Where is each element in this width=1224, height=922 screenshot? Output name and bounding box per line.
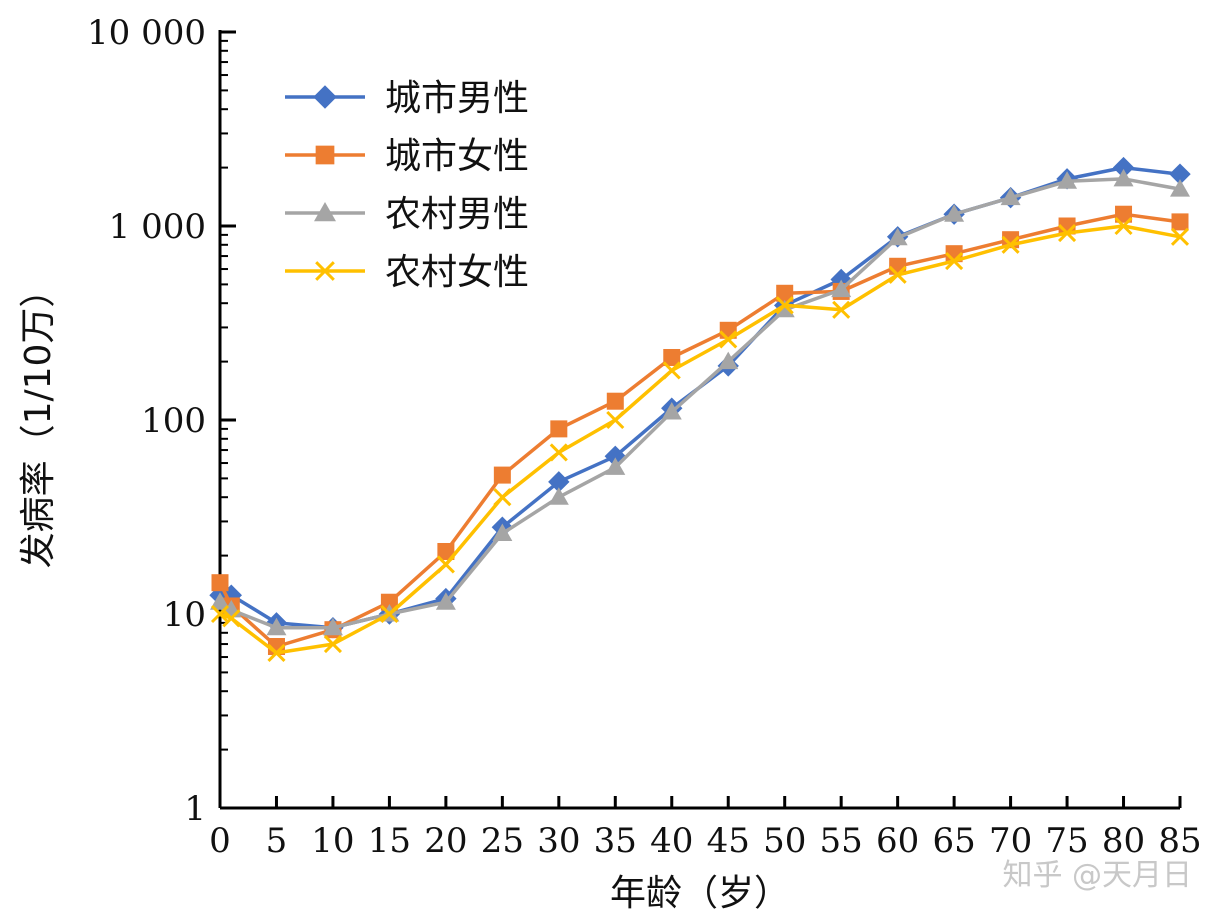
x-tick-label: 10 [311,821,354,861]
square-point [607,393,624,410]
x-tick-label: 75 [1045,821,1088,861]
legend-item-2: 城市女性 [285,136,529,177]
series-1 [210,158,1190,638]
x-point [494,489,510,505]
x-tick-label: 60 [876,821,919,861]
series-line [220,214,1180,646]
y-tick-label: 1 000 [109,207,206,247]
square-point [550,420,567,437]
diamond-point [314,86,336,108]
legend-label: 农村女性 [385,252,529,293]
x-tick-label: 35 [594,821,637,861]
x-tick-label: 55 [820,821,863,861]
x-tick-label: 0 [209,821,231,861]
x-tick-label: 50 [763,821,806,861]
x-point [551,444,567,460]
square-point [316,146,335,165]
watermark: 知乎 @天月日 [1002,858,1192,893]
legend-label: 农村男性 [385,194,529,235]
square-point [494,467,511,484]
legend-item-4: 农村女性 [285,252,529,293]
series-line [220,226,1180,653]
triangle-point [549,487,569,505]
y-axis-title: 发病率（1/10万） [18,272,59,569]
x-tick-label: 25 [481,821,524,861]
x-tick-label: 45 [707,821,750,861]
x-point [607,412,623,428]
series-line [220,179,1180,628]
series-line [220,168,1180,628]
series-2 [212,206,1189,655]
y-tick-label: 100 [141,401,206,441]
legend-item-3: 农村男性 [285,194,529,235]
x-tick-label: 40 [650,821,693,861]
x-tick-label: 20 [424,821,467,861]
x-tick-label: 65 [932,821,975,861]
y-tick-label: 1 [184,789,206,829]
series-4 [212,218,1188,661]
x-tick-label: 85 [1158,821,1201,861]
y-tick-label: 10 [163,595,206,635]
square-point [1172,213,1189,230]
legend-label: 城市女性 [385,136,529,177]
chart: 1 10 100 1 000 10 000 0 5 10 15 20 25 30 35 40 45 50 55 6… [0,0,1224,922]
x-tick-label: 30 [537,821,580,861]
legend-item-1: 城市男性 [285,78,529,119]
x-axis-title: 年龄（岁） [610,873,790,914]
series-layer [210,158,1190,661]
x-tick-label: 70 [989,821,1032,861]
square-point [212,574,229,591]
x-tick-label: 80 [1102,821,1145,861]
x-tick-label: 5 [266,821,288,861]
legend-label: 城市男性 [385,78,529,119]
x-tick-label: 15 [368,821,411,861]
y-tick-label: 10 000 [87,13,206,53]
